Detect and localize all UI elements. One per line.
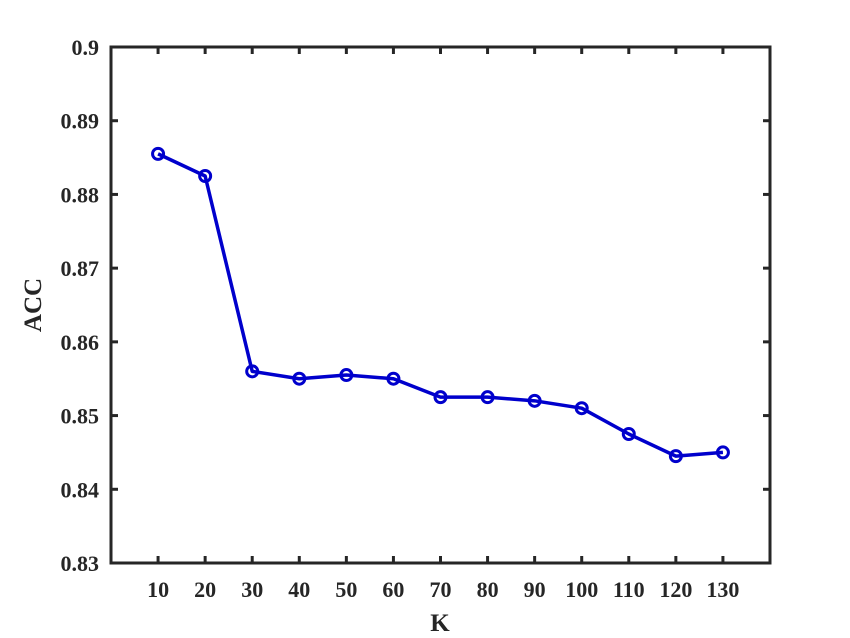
x-tick-label: 120 [659, 577, 692, 602]
x-tick-label: 60 [382, 577, 404, 602]
x-tick-label: 110 [613, 577, 645, 602]
y-tick-label: 0.87 [61, 256, 100, 281]
x-tick-label: 50 [335, 577, 357, 602]
y-axis-label: ACC [20, 278, 47, 332]
y-tick-label: 0.85 [61, 404, 100, 429]
data-point [433, 390, 448, 405]
y-tick-label: 0.86 [61, 330, 100, 355]
data-point [198, 169, 213, 183]
y-tick-labels: 0.83 0.84 0.85 0.86 0.87 0.88 0.89 0.9 [61, 35, 100, 576]
data-point [715, 445, 730, 460]
data-point [668, 449, 683, 464]
plot-frame [109, 45, 772, 565]
data-point [151, 146, 166, 161]
y-tick-label: 0.84 [61, 477, 100, 502]
data-point [527, 393, 542, 408]
data-point [574, 401, 589, 416]
x-tick-label: 70 [430, 577, 452, 602]
x-tick-label: 100 [565, 577, 598, 602]
x-tick-label: 30 [241, 577, 263, 602]
x-tick-label: 130 [706, 577, 739, 602]
x-tick-label: 80 [477, 577, 499, 602]
y-tick-label: 0.83 [61, 551, 100, 576]
x-tick-label: 20 [194, 577, 216, 602]
series-layer [151, 146, 730, 464]
data-point [386, 371, 401, 386]
x-tick-label: 10 [147, 577, 169, 602]
plot-background [111, 47, 770, 563]
x-tick-label: 90 [524, 577, 546, 602]
data-point [621, 427, 636, 441]
y-tick-label: 0.88 [61, 182, 100, 207]
y-tick-label: 0.89 [61, 109, 100, 134]
series-line [157, 152, 724, 458]
x-tick-labels: 10 20 30 40 50 60 70 80 90 100 110 120 130 [147, 577, 739, 602]
data-point [245, 364, 260, 379]
data-point [292, 371, 307, 386]
data-point [480, 390, 495, 405]
x-tick-label: 40 [288, 577, 310, 602]
x-axis-label: K [430, 610, 450, 637]
data-point [339, 368, 354, 383]
y-tick-label: 0.9 [72, 35, 100, 60]
